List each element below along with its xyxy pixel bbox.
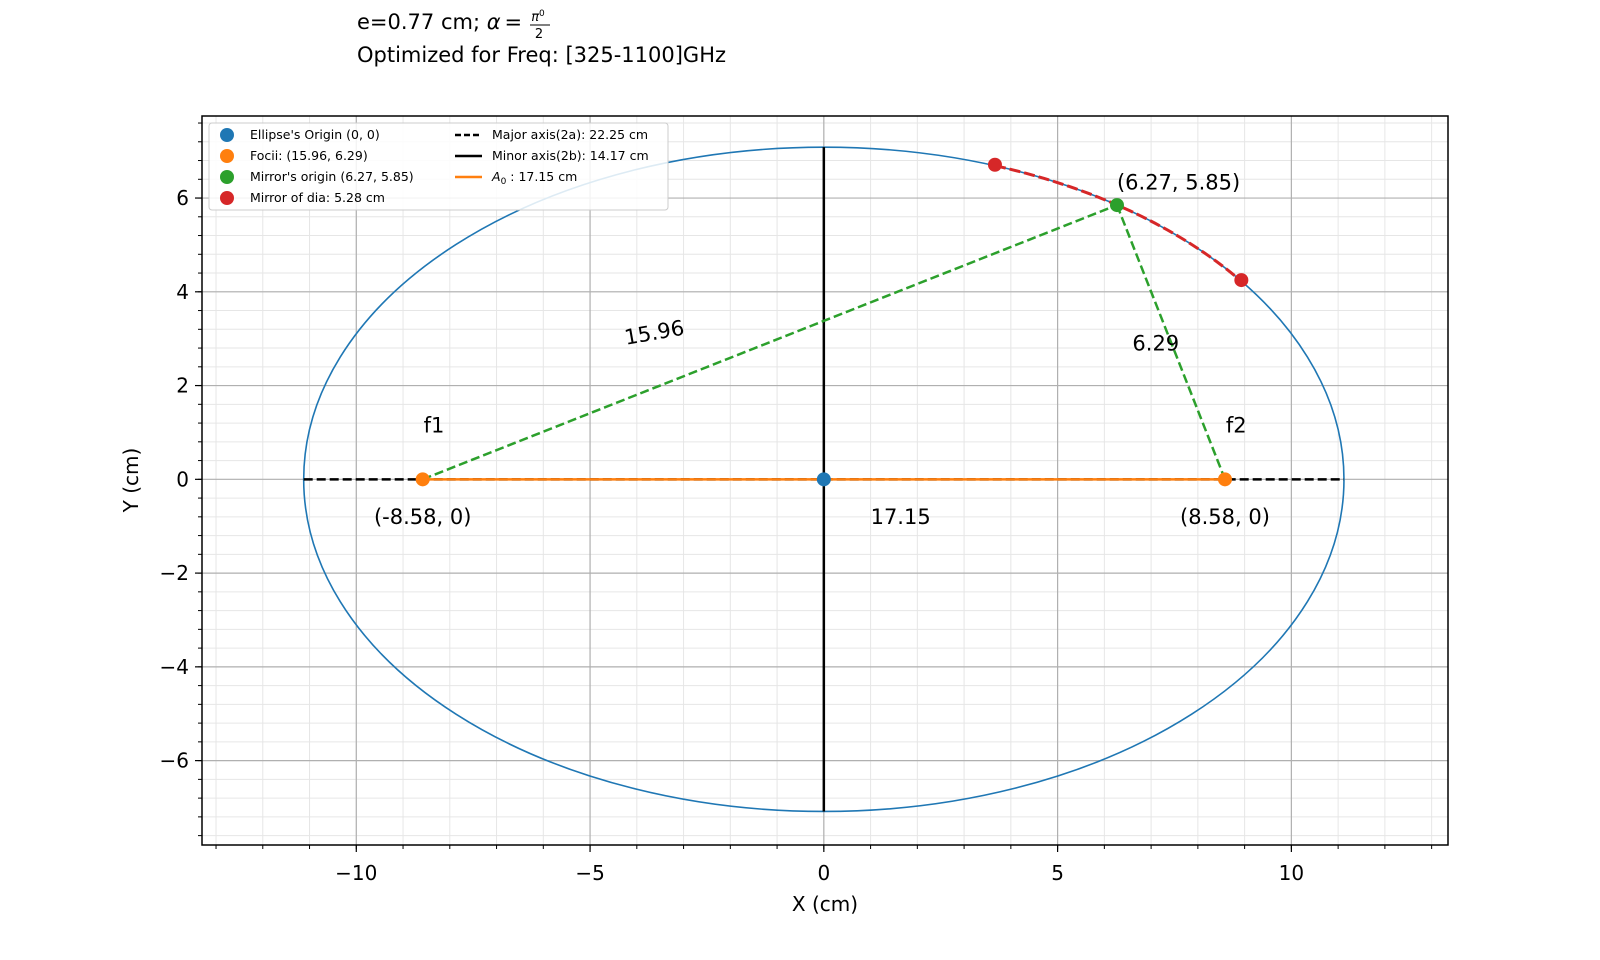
legend-label-major-axis: Major axis(2a): 22.25 cm xyxy=(492,127,648,142)
plot-frame xyxy=(201,115,1449,846)
y-axis-title: Y (cm) xyxy=(119,448,143,514)
legend-marker-mirror-dia xyxy=(220,191,234,205)
annotation-f2-label: f2 xyxy=(1226,413,1247,437)
chart-title-alpha-denominator: 2 xyxy=(535,27,543,42)
x-tick-label: 0 xyxy=(817,861,830,885)
mirror-edge-point-1 xyxy=(987,157,1002,172)
x-axis-ticks xyxy=(215,845,1433,852)
focus-f1-point xyxy=(415,472,430,487)
legend-label-mirror-dia: Mirror of dia: 5.28 cm xyxy=(250,190,385,205)
legend-label-minor-axis: Minor axis(2b): 14.17 cm xyxy=(492,148,649,163)
y-tick-label: 0 xyxy=(176,467,189,491)
x-tick-label: 5 xyxy=(1051,861,1064,885)
legend-marker-mirror-origin xyxy=(220,170,234,184)
x-axis-title: X (cm) xyxy=(792,892,858,916)
legend-label-a0: A0 : 17.15 cm xyxy=(491,169,577,187)
x-tick-label: −10 xyxy=(335,861,377,885)
annotation-f1-coords: (-8.58, 0) xyxy=(374,505,471,529)
y-tick-label: 6 xyxy=(176,186,189,210)
mirror-origin-point xyxy=(1109,198,1124,213)
legend-marker-focii xyxy=(220,149,234,163)
annotation-distance-f2: 6.29 xyxy=(1132,331,1179,355)
chart-title-line-2: Optimized for Freq: [325-1100]GHz xyxy=(357,43,726,67)
ray-f1-to-mirror xyxy=(422,203,1118,481)
legend-box xyxy=(208,122,669,211)
chart-title-alpha-numerator: π0 xyxy=(531,9,545,25)
annotation-f2-coords: (8.58, 0) xyxy=(1180,505,1270,529)
x-tick-label: 10 xyxy=(1279,861,1304,885)
annotation-a0-length: 17.15 xyxy=(871,505,931,529)
ray-mirror-to-f2 xyxy=(1115,204,1227,480)
legend-marker-origin xyxy=(220,128,234,142)
focus-f2-point xyxy=(1217,472,1232,487)
mirror-edge-point-2 xyxy=(1234,273,1249,288)
y-tick-label: −2 xyxy=(160,561,189,585)
legend-label-focii: Focii: (15.96, 6.29) xyxy=(250,148,368,163)
y-tick-label: −4 xyxy=(160,655,189,679)
ellipse-origin-point xyxy=(816,472,831,487)
annotation-f1-label: f1 xyxy=(424,413,445,437)
legend: Ellipse's Origin (0, 0) Focii: (15.96, 6… xyxy=(208,122,669,211)
legend-label-mirror-origin: Mirror's origin (6.27, 5.85) xyxy=(250,169,414,184)
legend-label-origin: Ellipse's Origin (0, 0) xyxy=(250,127,380,142)
y-axis-ticks xyxy=(195,122,202,837)
y-tick-label: −6 xyxy=(160,749,189,773)
chart-title-line-1: e=0.77 cm; α = xyxy=(357,10,522,34)
annotation-mirror-origin: (6.27, 5.85) xyxy=(1117,171,1240,195)
y-tick-label: 4 xyxy=(176,280,189,304)
x-tick-label: −5 xyxy=(575,861,604,885)
y-tick-label: 2 xyxy=(176,374,189,398)
